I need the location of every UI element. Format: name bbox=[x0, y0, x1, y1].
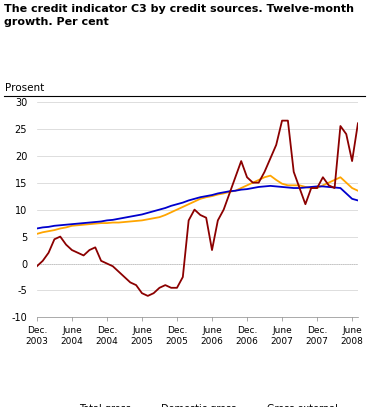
Text: Prosent: Prosent bbox=[5, 83, 44, 93]
Legend: Total gross
debt (C3), Domestic gross
debt (C2), Gross external
loan debt: Total gross debt (C3), Domestic gross de… bbox=[57, 404, 338, 407]
Text: The credit indicator C3 by credit sources. Twelve-month
growth. Per cent: The credit indicator C3 by credit source… bbox=[4, 4, 354, 27]
